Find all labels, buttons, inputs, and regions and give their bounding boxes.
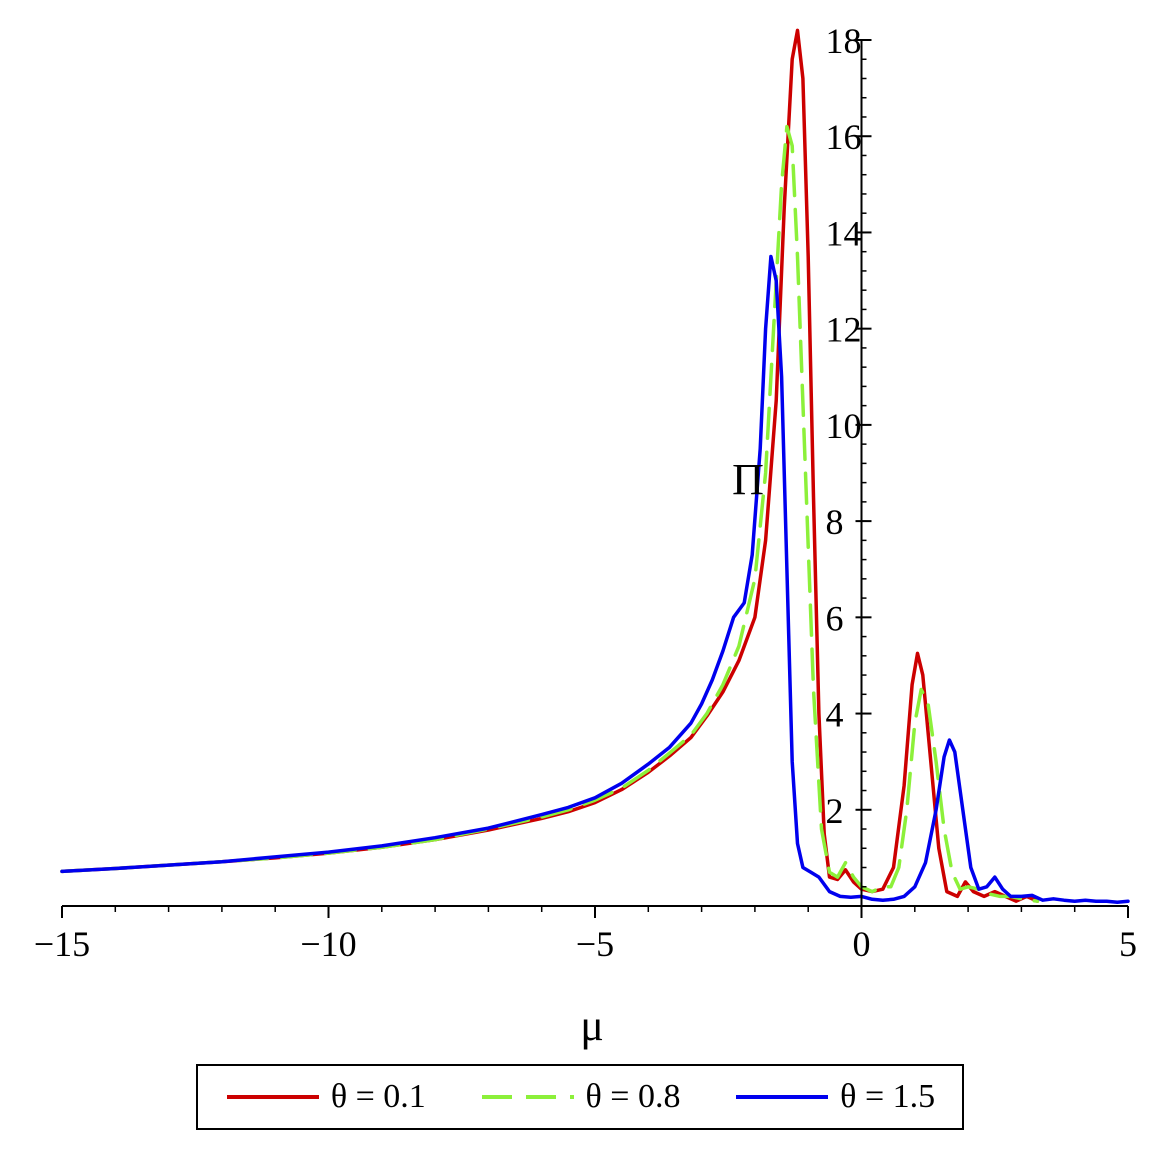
legend-label-series-1: θ = 0.1 <box>330 1078 426 1115</box>
x-tick-label: 5 <box>1119 924 1137 964</box>
y-tick-label: 4 <box>826 695 844 735</box>
x-tick-label: −15 <box>34 924 90 964</box>
legend-swatch-series-1 <box>226 1095 319 1099</box>
legend-label-series-3: θ = 1.5 <box>840 1078 936 1115</box>
series-layer <box>60 28 1130 904</box>
y-tick-label: 8 <box>826 502 844 542</box>
y-tick-label: 12 <box>826 310 862 350</box>
legend-item-series-1: θ = 0.1 <box>225 1078 426 1116</box>
axes-layer <box>62 40 1128 907</box>
series-line-3 <box>60 254 1130 904</box>
x-axis-title: μ <box>580 1001 604 1050</box>
y-axis-title: Π <box>732 455 764 504</box>
legend-swatch-series-3 <box>736 1095 829 1099</box>
y-tick-label: 16 <box>826 117 862 157</box>
y-tick-label: 18 <box>826 21 862 61</box>
x-tick-label: −5 <box>576 924 614 964</box>
y-tick-label: 10 <box>826 406 862 446</box>
y-tick-label: 2 <box>826 791 844 831</box>
series-line-2 <box>60 124 1040 903</box>
legend: θ = 0.1 θ = 0.8 θ = 1.5 <box>196 1064 964 1130</box>
ticks-layer: −15 −10 −5 0 5 2 4 6 8 10 12 14 16 18 <box>34 21 1137 964</box>
legend-swatch-series-2 <box>481 1095 574 1099</box>
legend-item-series-3: θ = 1.5 <box>734 1078 935 1116</box>
x-tick-label: −10 <box>300 924 356 964</box>
y-tick-label: 6 <box>826 598 844 638</box>
series-line-1 <box>60 28 1040 903</box>
legend-label-series-2: θ = 0.8 <box>585 1078 681 1115</box>
y-tick-label: 14 <box>826 213 862 253</box>
x-tick-label: 0 <box>853 924 871 964</box>
legend-item-series-2: θ = 0.8 <box>480 1078 681 1116</box>
plot-area: −15 −10 −5 0 5 2 4 6 8 10 12 14 16 18 μ Π <box>34 21 1137 1050</box>
